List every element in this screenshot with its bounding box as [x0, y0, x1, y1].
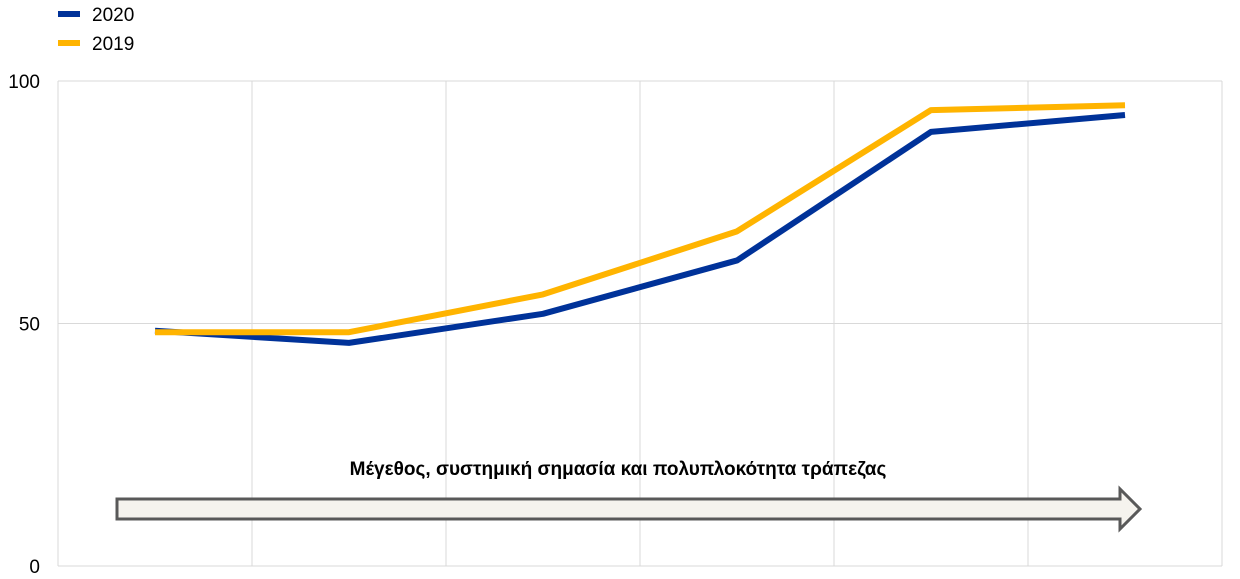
legend-label-2020: 2020	[92, 5, 134, 26]
legend-swatch-2019	[58, 40, 80, 46]
y-tick-label: 0	[29, 557, 40, 578]
series-line-2020	[154, 111, 1126, 346]
grid	[57, 80, 1223, 567]
legend: 2020 2019	[58, 5, 134, 55]
y-tick-label: 50	[19, 315, 40, 336]
arrow-right-icon	[115, 485, 1143, 533]
y-axis-ticks: 0 50 100	[8, 72, 40, 578]
y-tick-label: 100	[8, 72, 40, 93]
series	[154, 102, 1126, 346]
legend-swatch-2020	[58, 11, 80, 17]
annotation: Μέγεθος, συστημική σημασία και πολυπλοκό…	[115, 459, 1143, 533]
legend-label-2019: 2019	[92, 34, 134, 55]
annotation-label: Μέγεθος, συστημική σημασία και πολυπλοκό…	[350, 459, 887, 480]
series-line-2019	[155, 102, 1126, 336]
